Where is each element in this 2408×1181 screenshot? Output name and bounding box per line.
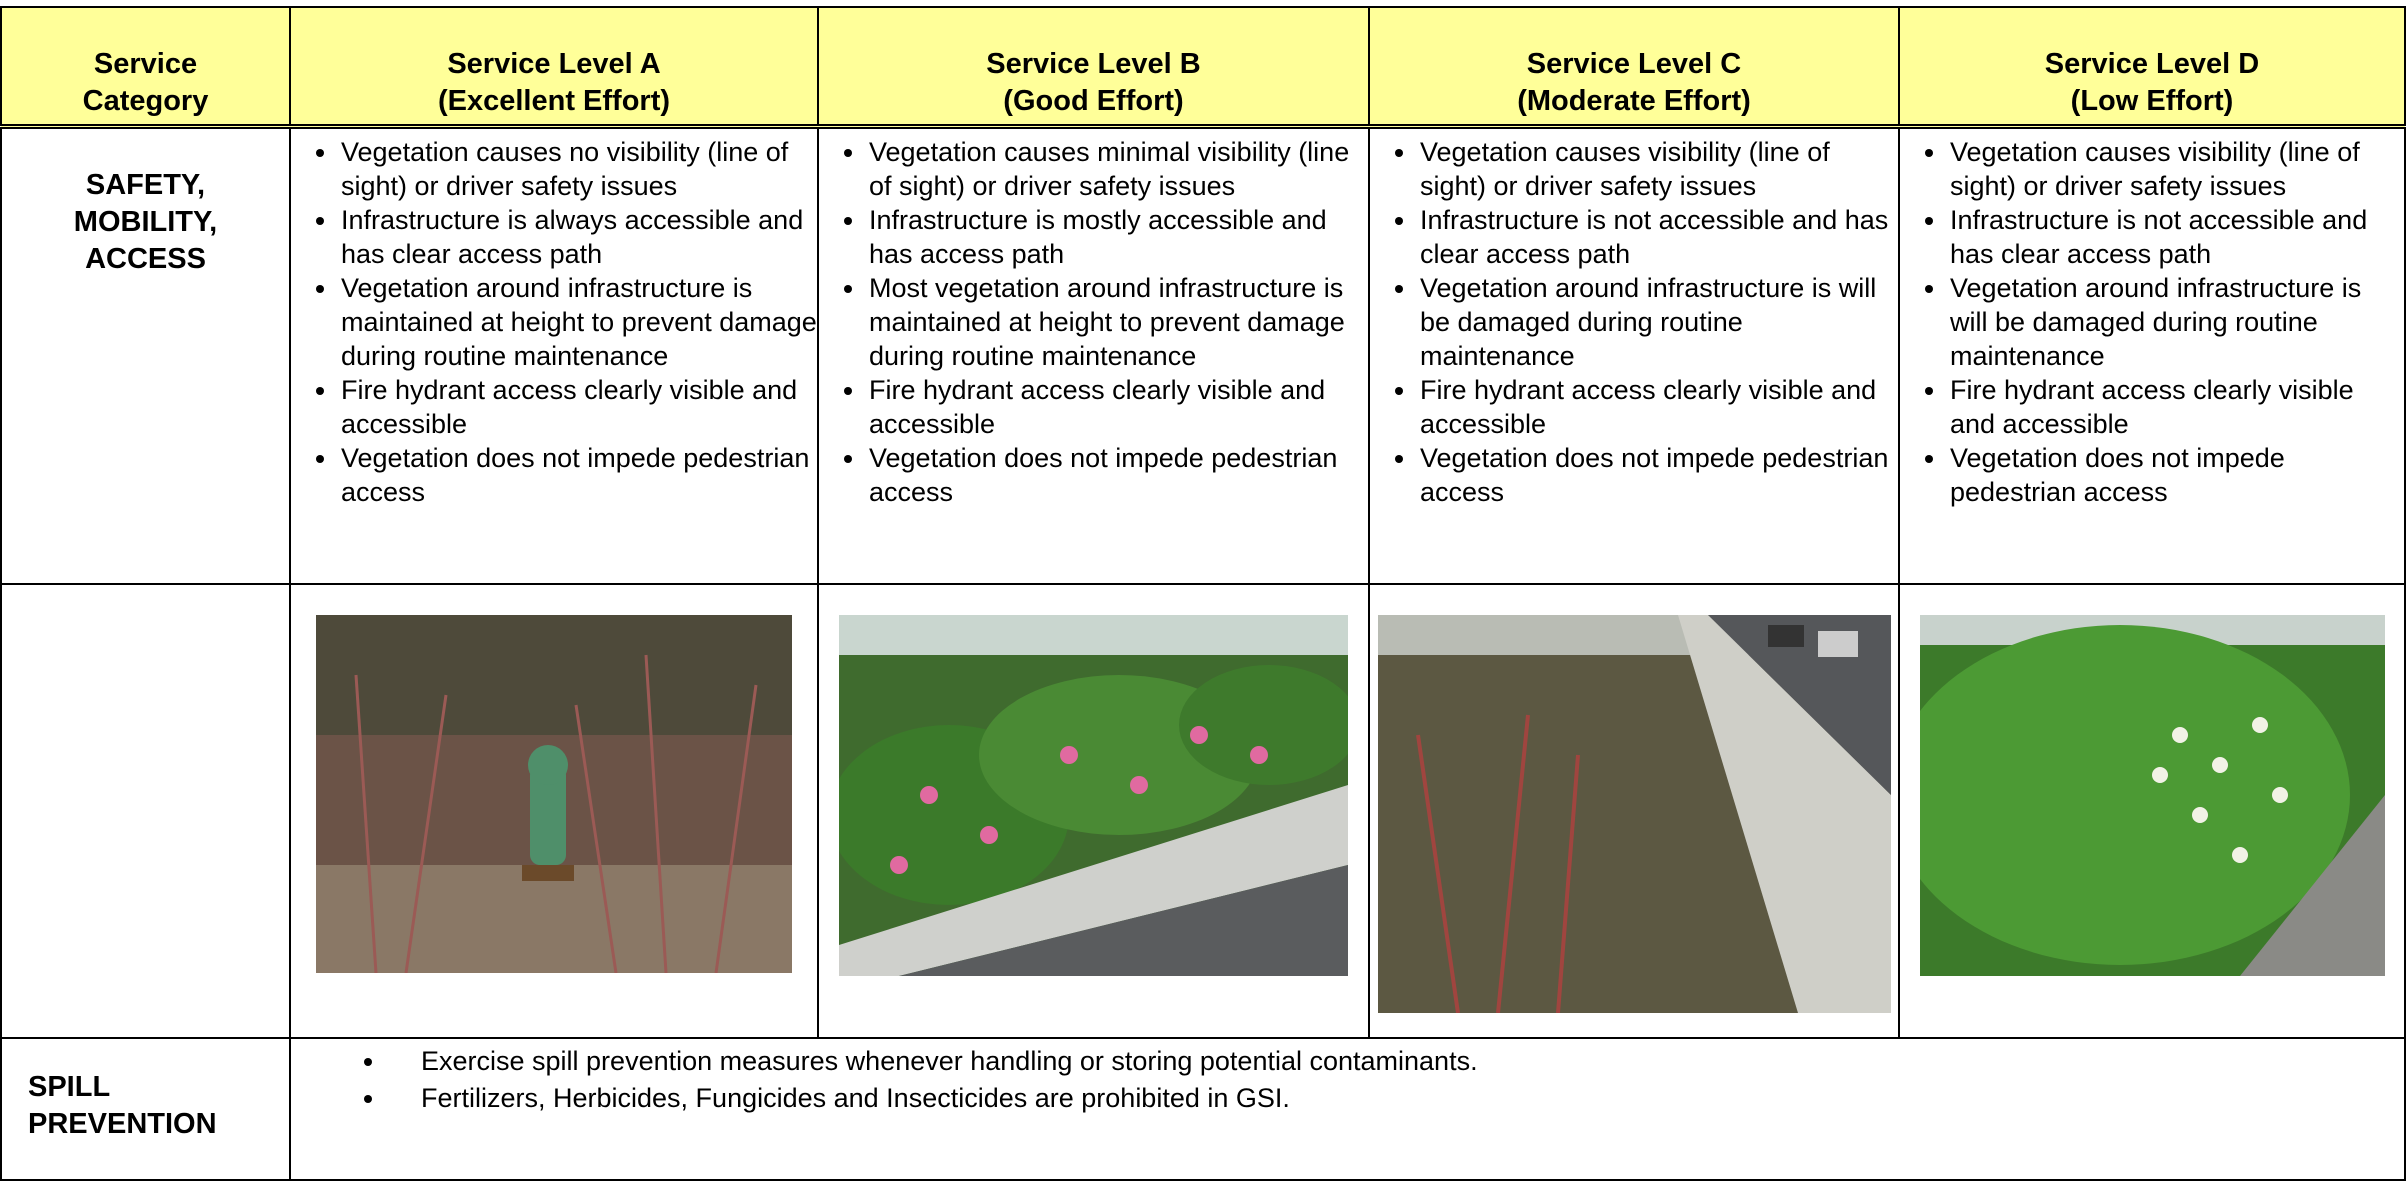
bullet-item: Vegetation causes no visibility (line of… [339,135,817,203]
criteria-cell: Vegetation causes visibility (line of si… [1368,125,1900,585]
photo-cell [1368,583,1900,1039]
header-row: Service Category Service Level A (Excellen… [0,6,2406,129]
photo-cell [817,583,1370,1039]
bullet-item: Infrastructure is mostly accessible and … [867,203,1368,271]
photo [316,615,792,973]
bullet-item: Most vegetation around infrastructure is… [867,271,1368,373]
page-body: Service Category Service Level A (Excellen… [0,0,2408,1097]
category-cell: SAFETY, MOBILITY, ACCESS [0,125,291,585]
bullet-item: Exercise spill prevention measures whene… [387,1043,2404,1080]
header-cell: Service Category [0,6,291,129]
bullet-list: Vegetation causes visibility (line of si… [1900,135,2404,509]
page: {"table":{ "header":[["Service","Categor… [0,0,2408,1097]
bullet-list: Vegetation causes no visibility (line of… [291,135,817,509]
bullet-item: Vegetation around infrastructure is will… [1948,271,2404,373]
bullet-item: Fertilizers, Herbicides, Fungicides and … [387,1080,2404,1117]
bullet-item: Vegetation around infrastructure is main… [339,271,817,373]
header-cell: Service Level A (Excellent Effort) [289,6,819,129]
bullet-item: Fire hydrant access clearly visible and … [867,373,1368,441]
photo-row [0,583,2406,1039]
empty-cell [0,583,291,1039]
header-line: (Excellent Effort) [437,85,671,117]
spill-row: SPILL PREVENTION Exercise spill preventi… [0,1037,2406,1181]
header-cell: Service Level B (Good Effort) [817,6,1370,129]
header-line: (Moderate Effort) [1517,85,1751,117]
bullet-item: Vegetation does not impede pedestrian ac… [339,441,817,509]
bullet-item: Vegetation causes visibility (line of si… [1948,135,2404,203]
header-line: (Good Effort) [1003,85,1184,117]
service-table: Service Category Service Level A (Excellen… [0,6,2406,1181]
bullet-list: Exercise spill prevention measures whene… [291,1043,2404,1117]
header-line: (Low Effort) [2070,85,2234,117]
bullet-item: Infrastructure is not accessible and has… [1418,203,1898,271]
photo [1377,615,1891,1013]
header-line: Service [93,48,198,80]
bullet-item: Vegetation around infrastructure is will… [1418,271,1898,373]
photo-cell [1898,583,2406,1039]
header-cell: Service Level C (Moderate Effort) [1368,6,1900,129]
bullet-item: Vegetation causes minimal visibility (li… [867,135,1368,203]
bullet-item: Vegetation does not impede pedestrian ac… [867,441,1368,509]
bullet-item: Infrastructure is always accessible and … [339,203,817,271]
photo [839,615,1348,976]
header-line: Service Level A [447,48,661,80]
bullet-list: Vegetation causes minimal visibility (li… [819,135,1368,509]
header-cell: Service Level D (Low Effort) [1898,6,2406,129]
safety-row: SAFETY, MOBILITY, ACCESS Vegetation caus… [0,125,2406,585]
bullet-item: Fire hydrant access clearly visible and … [339,373,817,441]
photo [1919,615,2385,976]
criteria-cell: Vegetation causes minimal visibility (li… [817,125,1370,585]
criteria-cell: Vegetation causes visibility (line of si… [1898,125,2406,585]
header-line: Service Level D [2044,48,2260,80]
header-line: Service Level B [986,48,1201,80]
spill-cell: Exercise spill prevention measures whene… [289,1037,2406,1181]
bullet-item: Infrastructure is not accessible and has… [1948,203,2404,271]
photo-cell [289,583,819,1039]
bullet-item: Fire hydrant access clearly visible and … [1418,373,1898,441]
header-line: Category [82,85,209,117]
header-line: Service Level C [1526,48,1742,80]
criteria-cell: Vegetation causes no visibility (line of… [289,125,819,585]
bullet-item: Vegetation does not impede pedestrian ac… [1418,441,1898,509]
bullet-item: Vegetation causes visibility (line of si… [1418,135,1898,203]
bullet-item: Vegetation does not impede pedestrian ac… [1948,441,2404,509]
category-cell: SPILL PREVENTION [0,1037,291,1181]
bullet-item: Fire hydrant access clearly visible and … [1948,373,2404,441]
bullet-list: Vegetation causes visibility (line of si… [1370,135,1898,509]
